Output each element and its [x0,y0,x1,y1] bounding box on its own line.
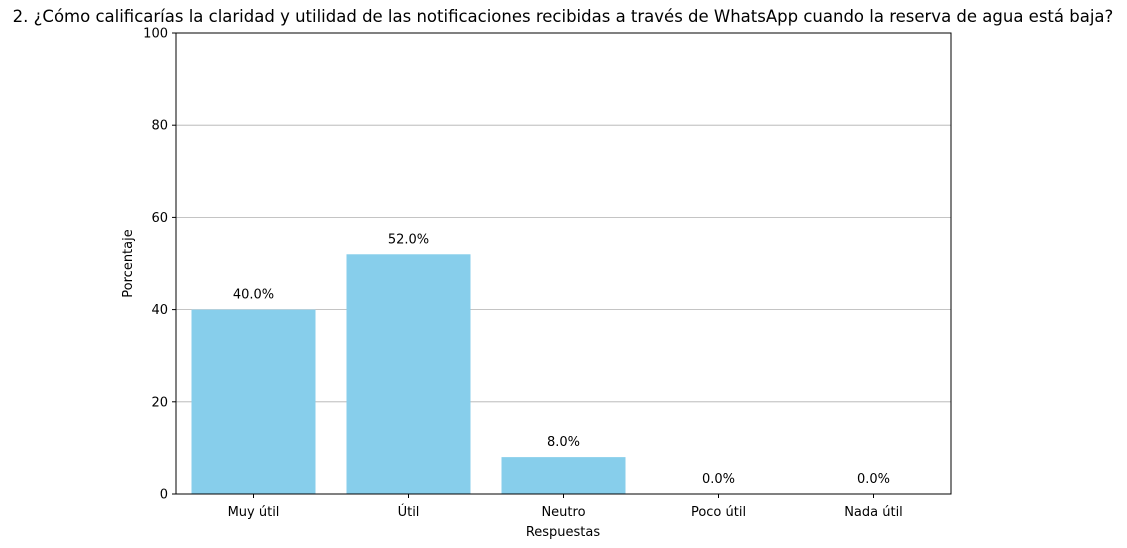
x-tick-label: Neutro [541,505,585,520]
bar [501,457,626,494]
x-axis-label: Respuestas [526,525,601,540]
y-tick-label: 0 [160,488,168,503]
x-tick-label: Poco útil [691,505,746,520]
data-labels: 40.0% 52.0% 8.0% 0.0% 0.0% [233,232,890,487]
y-tick-label: 20 [151,395,168,410]
x-tick-label: Muy útil [228,505,280,520]
y-tick-label: 40 [151,303,168,318]
bar-value-label: 0.0% [857,472,890,487]
chart-title: 2. ¿Cómo calificarías la claridad y util… [13,7,1114,26]
x-tick-label: Útil [398,504,420,520]
bar [191,309,316,494]
bar-value-label: 52.0% [388,232,429,247]
bar-value-label: 40.0% [233,288,274,303]
bar-value-label: 0.0% [702,472,735,487]
bars [191,254,626,494]
y-axis-ticks: 0 20 40 60 80 100 [143,27,176,503]
x-tick-label: Nada útil [844,505,903,520]
y-tick-label: 80 [151,119,168,134]
y-tick-label: 60 [151,211,168,226]
x-axis-ticks: Muy útil Útil Neutro Poco útil Nada útil [228,494,903,520]
bar [346,254,471,494]
bar-value-label: 8.0% [547,435,580,450]
y-tick-label: 100 [143,27,168,42]
y-axis-label: Porcentaje [121,229,136,297]
